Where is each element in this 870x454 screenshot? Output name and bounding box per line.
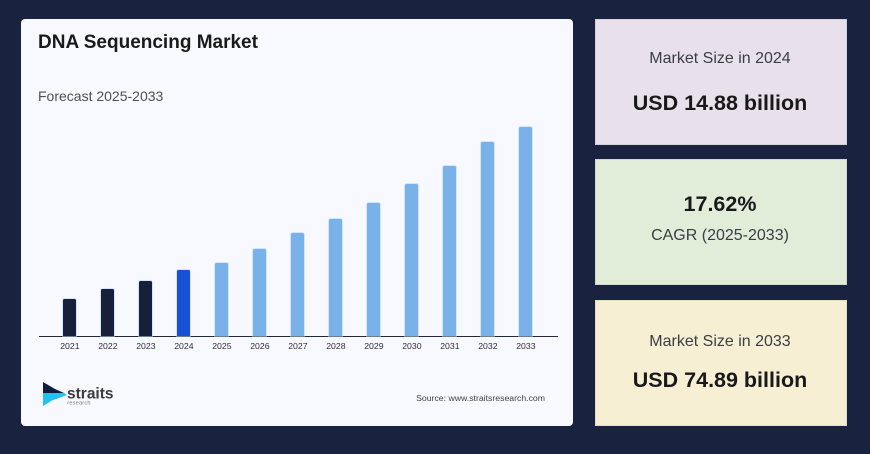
svg-text:research: research <box>67 401 90 407</box>
